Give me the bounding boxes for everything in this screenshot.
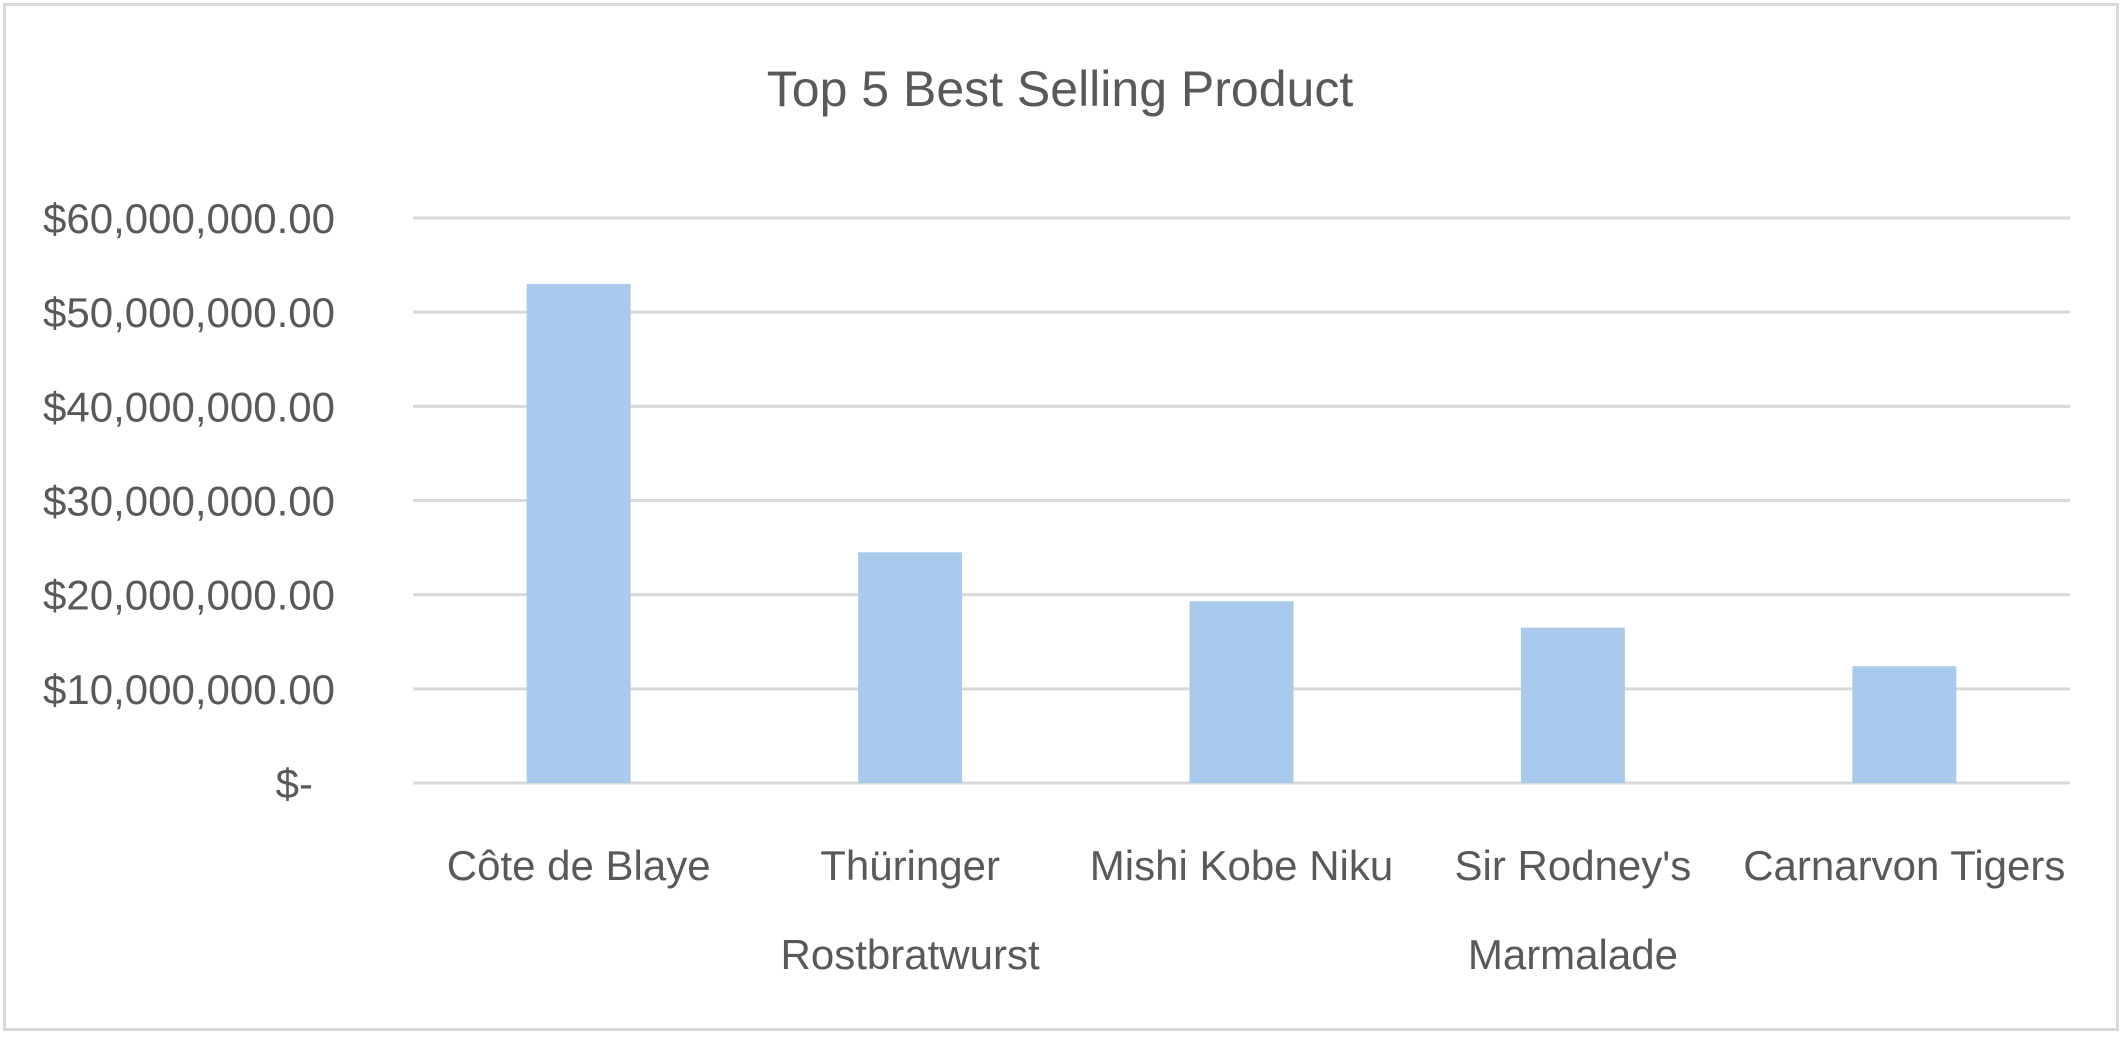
y-tick-label: $50,000,000.00 [43, 289, 335, 336]
chart-title: Top 5 Best Selling Product [767, 61, 1354, 117]
y-tick-label: $20,000,000.00 [43, 572, 335, 619]
bar [1852, 666, 1957, 783]
x-tick-label: Sir Rodney's [1455, 842, 1692, 889]
bar [1520, 627, 1625, 783]
bar [858, 552, 963, 783]
y-tick-label: $60,000,000.00 [43, 195, 335, 242]
x-tick-label: Marmalade [1468, 931, 1678, 978]
y-tick-label: $10,000,000.00 [43, 666, 335, 713]
chart-area [3, 3, 2119, 1031]
y-tick-label: $40,000,000.00 [43, 383, 335, 430]
x-tick-label: Côte de Blaye [447, 842, 711, 889]
x-tick-label: Carnarvon Tigers [1743, 842, 2065, 889]
gridlines [413, 216, 2070, 785]
x-tick-label: Thüringer [820, 842, 1000, 889]
x-tick-label: Rostbratwurst [781, 931, 1040, 978]
x-tick-label: Mishi Kobe Niku [1090, 842, 1393, 889]
y-tick-label: $- [276, 760, 313, 807]
x-axis-category-labels: Côte de Blaye Thüringer Rostbratwurst Mishi… [447, 842, 2066, 978]
bar [526, 283, 631, 783]
y-axis-tick-labels: $- $10,000,000.00 $20,000,000.00 $30,000,00… [43, 195, 335, 807]
bars [526, 283, 1957, 783]
bar [1189, 601, 1294, 783]
y-tick-label: $30,000,000.00 [43, 478, 335, 525]
